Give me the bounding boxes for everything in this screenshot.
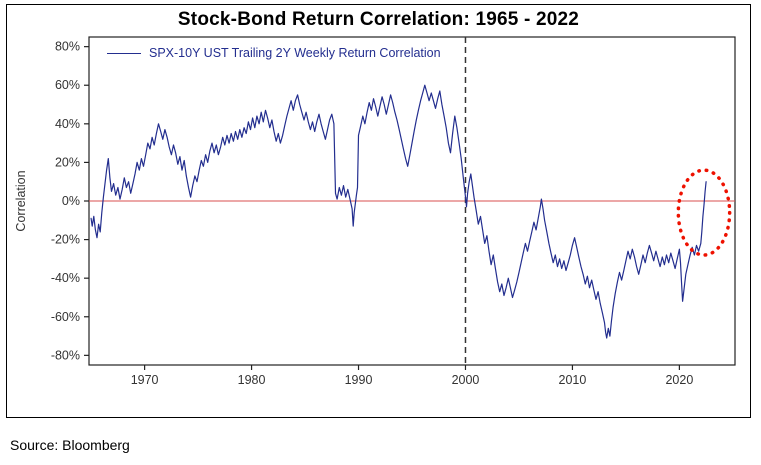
svg-text:20%: 20% [55,155,80,169]
svg-text:-60%: -60% [51,310,80,324]
svg-text:2020: 2020 [665,373,693,387]
svg-text:1970: 1970 [131,373,159,387]
legend: SPX-10Y UST Trailing 2Y Weekly Return Co… [107,46,441,60]
svg-text:40%: 40% [55,117,80,131]
source-note: Source: Bloomberg [10,437,130,453]
svg-text:2000: 2000 [452,373,480,387]
svg-text:1990: 1990 [345,373,373,387]
legend-line-swatch [107,52,141,54]
svg-text:80%: 80% [55,40,80,54]
chart-frame: Stock-Bond Return Correlation: 1965 - 20… [6,4,751,418]
svg-text:0%: 0% [62,194,80,208]
svg-text:-80%: -80% [51,348,80,362]
legend-label: SPX-10Y UST Trailing 2Y Weekly Return Co… [149,46,441,60]
chart-title: Stock-Bond Return Correlation: 1965 - 20… [177,9,580,30]
svg-text:60%: 60% [55,78,80,92]
svg-text:2010: 2010 [559,373,587,387]
svg-text:-20%: -20% [51,233,80,247]
chart-canvas: -80% -60% -40% -20% 0% 20% 40% 60% 80% 1970 1980 19… [51,36,736,387]
y-axis-label: Correlation [14,170,28,232]
svg-text:-40%: -40% [51,271,80,285]
svg-text:1980: 1980 [238,373,266,387]
